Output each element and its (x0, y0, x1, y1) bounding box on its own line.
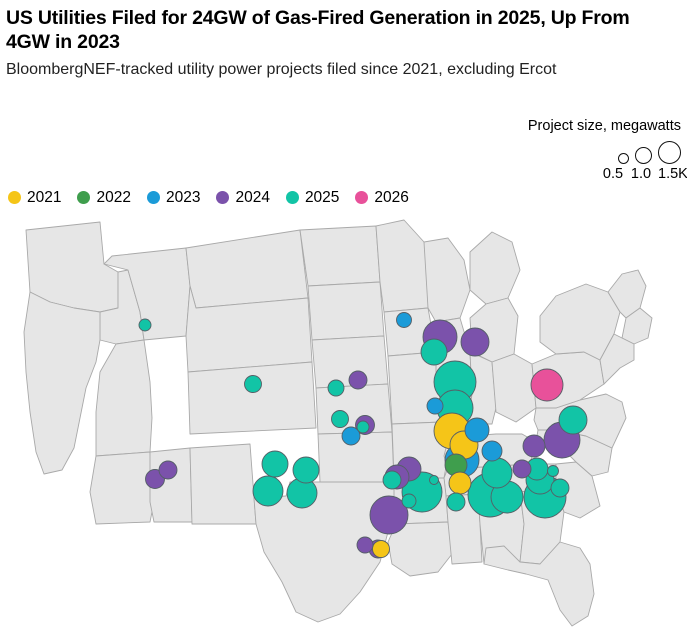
map-bubble[interactable] (356, 536, 374, 554)
year-legend-label: 2026 (374, 189, 409, 206)
map-bubble[interactable] (464, 417, 490, 443)
year-legend-label: 2023 (165, 189, 201, 206)
map-bubble[interactable] (331, 410, 349, 428)
size-legend-labels: 0.5 1.0 1.5K (528, 166, 687, 182)
year-legend-item-2022[interactable]: 2022 (77, 189, 131, 206)
map-bubble[interactable] (244, 375, 262, 393)
size-legend: Project size, megawatts 0.5 1.0 1.5K (527, 118, 687, 182)
map-bubble[interactable] (460, 327, 490, 357)
map-bubble[interactable] (369, 495, 409, 535)
map-bubble[interactable] (252, 475, 284, 507)
map-bubble[interactable] (158, 460, 178, 480)
map-bubble[interactable] (138, 318, 152, 332)
map-bubble-layer (138, 312, 588, 559)
map-bubble[interactable] (261, 450, 289, 478)
size-legend-bubble-1 (635, 147, 652, 164)
year-legend-item-2026[interactable]: 2026 (355, 189, 409, 206)
map-bubble[interactable] (550, 478, 570, 498)
size-legend-label-2: 1.5K (658, 166, 687, 182)
map-bubble[interactable] (382, 470, 402, 490)
year-swatch-2022 (77, 191, 91, 204)
year-legend-label: 2025 (304, 189, 340, 206)
map-bubble[interactable] (372, 540, 390, 558)
us-map-svg (23, 219, 653, 627)
map-bubble[interactable] (348, 370, 368, 390)
map-bubble[interactable] (481, 440, 503, 462)
page-title: US Utilities Filed for 24GW of Gas-Fired… (6, 7, 630, 53)
map-bubble[interactable] (522, 434, 546, 458)
size-legend-bubble-2 (658, 141, 681, 164)
size-legend-circles (528, 140, 681, 164)
year-legend-item-2024[interactable]: 2024 (216, 189, 270, 206)
map-bubble[interactable] (396, 312, 412, 328)
year-swatch-2024 (216, 191, 230, 204)
map-bubble[interactable] (481, 457, 513, 489)
map-bubble[interactable] (530, 368, 564, 402)
year-swatch-2023 (146, 191, 160, 204)
year-swatch-2021 (8, 191, 21, 204)
year-legend-item-2025[interactable]: 2025 (285, 189, 340, 206)
year-legend: 2021 2022 2023 2024 2025 2026 (8, 190, 409, 205)
size-legend-bubble-0 (618, 153, 629, 164)
map-bubble[interactable] (512, 459, 532, 479)
map-bubble[interactable] (446, 492, 466, 512)
map-bubble[interactable] (341, 426, 361, 446)
map-bubble[interactable] (327, 379, 345, 397)
map-container (0, 212, 687, 634)
map-bubble[interactable] (426, 397, 444, 415)
map-bubble[interactable] (420, 338, 448, 366)
map-bubble[interactable] (292, 456, 320, 484)
map-bubble[interactable] (558, 405, 588, 435)
chart-header: US Utilities Filed for 24GW of Gas-Fired… (0, 0, 687, 81)
map-bubble[interactable] (429, 475, 439, 485)
map-bubble[interactable] (356, 420, 370, 434)
chart-subtitle: BloombergNEF-tracked utility power proje… (6, 61, 557, 78)
size-legend-label-0: 0.5 (602, 166, 624, 182)
year-legend-label: 2022 (96, 189, 131, 206)
year-swatch-2025 (285, 191, 299, 204)
year-legend-item-2023[interactable]: 2023 (146, 189, 201, 206)
year-legend-label: 2024 (235, 189, 270, 206)
year-swatch-2026 (355, 191, 369, 204)
year-legend-label: 2021 (27, 189, 62, 206)
size-legend-title: Project size, megawatts (527, 118, 681, 134)
map-bubble[interactable] (547, 465, 559, 477)
size-legend-label-1: 1.0 (630, 166, 652, 182)
year-legend-item-2021[interactable]: 2021 (8, 190, 61, 205)
map-bubble[interactable] (401, 493, 417, 509)
map-bubble[interactable] (448, 471, 472, 495)
